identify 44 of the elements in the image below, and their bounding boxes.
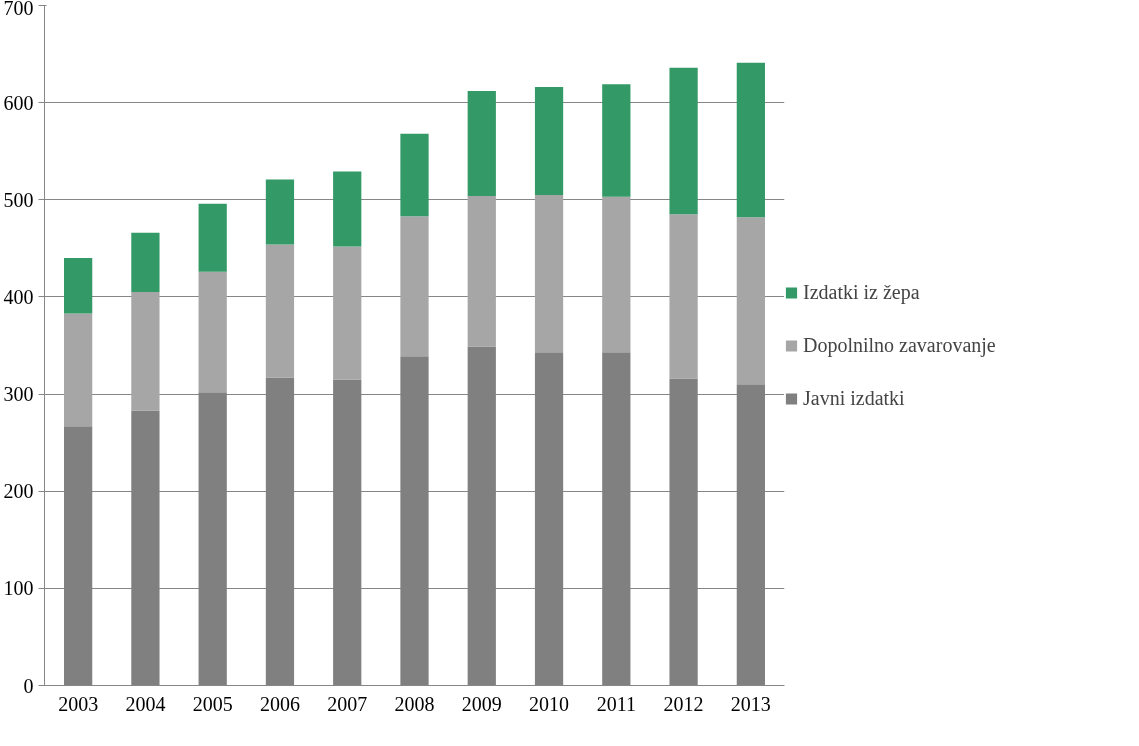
bar (131, 292, 160, 411)
bar (265, 244, 295, 378)
bar (669, 67, 698, 215)
y-tick-label: 500 (3, 188, 34, 211)
x-tick-label: 2006 (259, 692, 300, 715)
y-tick-label: 700 (3, 0, 34, 19)
y-tick-label: 400 (3, 285, 34, 308)
bar (602, 196, 631, 353)
x-tick-label: 2005 (192, 692, 233, 715)
bar (400, 133, 429, 217)
bar (64, 313, 93, 427)
y-tick-label: 300 (3, 383, 34, 406)
x-tick-label: 2007 (327, 692, 368, 715)
x-tick-label: 2004 (125, 692, 166, 715)
x-tick-label: 2012 (663, 692, 704, 715)
bar (400, 216, 429, 357)
bar (534, 194, 564, 353)
y-tick-label: 100 (3, 577, 34, 600)
bar (602, 84, 631, 197)
x-tick-label: 2010 (529, 692, 570, 715)
legend-label: Dopolnilno zavarovanje (803, 333, 996, 357)
legend-label: Izdatki iz žepa (803, 280, 920, 304)
x-tick-label: 2013 (730, 692, 771, 715)
bar (467, 195, 496, 347)
bar (333, 246, 362, 380)
y-tick-label: 200 (3, 480, 34, 503)
bar (736, 217, 765, 385)
x-tick-label: 2003 (58, 692, 99, 715)
bar (534, 87, 564, 195)
y-tick-label: 600 (3, 91, 34, 114)
bar (333, 171, 362, 247)
bar (467, 90, 496, 196)
y-tick-label: 0 (23, 674, 34, 697)
legend-label: Javni izdatki (803, 386, 905, 410)
x-tick-label: 2011 (596, 692, 636, 715)
x-tick-label: 2009 (461, 692, 502, 715)
bar (265, 179, 295, 245)
x-tick-label: 2008 (394, 692, 435, 715)
bar (198, 203, 227, 272)
bar (131, 232, 160, 293)
bar (669, 214, 698, 379)
bar (736, 62, 765, 218)
bar (64, 258, 93, 314)
bar (198, 271, 227, 393)
